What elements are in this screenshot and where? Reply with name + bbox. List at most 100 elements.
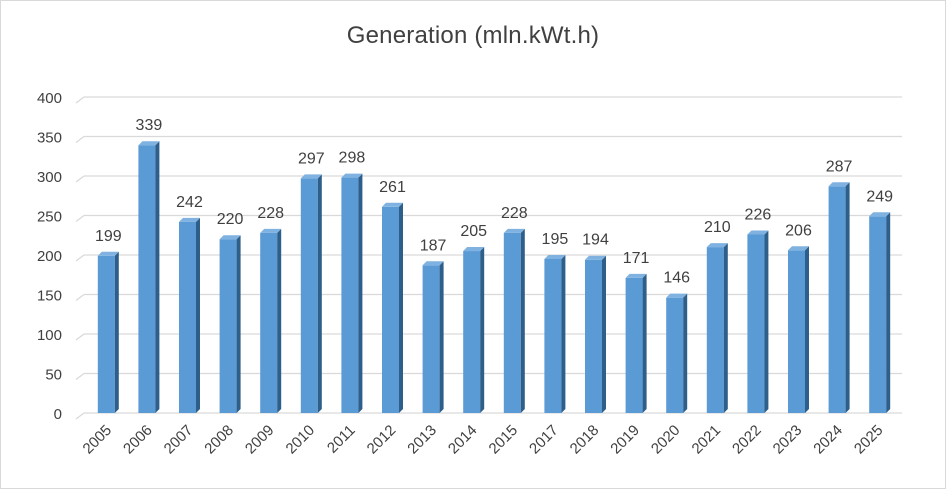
bar-top — [219, 235, 241, 240]
data-label: 228 — [257, 205, 284, 222]
bar-top — [382, 202, 403, 207]
bar-top — [97, 251, 119, 256]
bar-front — [463, 251, 481, 413]
bar — [219, 235, 241, 413]
bar-side — [805, 246, 809, 413]
bar-side — [683, 293, 688, 413]
data-label: 171 — [623, 250, 650, 267]
gridline-perspective — [75, 96, 85, 104]
data-label: 261 — [379, 179, 406, 196]
bar-front — [544, 258, 562, 413]
bar-side — [439, 261, 444, 413]
bar-top — [422, 261, 444, 266]
bar — [341, 173, 363, 413]
bar — [463, 247, 485, 413]
x-tick-label: 2006 — [120, 422, 156, 458]
bar-front — [138, 145, 156, 413]
bar-top — [544, 254, 566, 259]
bar — [585, 255, 606, 413]
bar-side — [277, 228, 282, 413]
bar-side — [886, 212, 891, 413]
bar-top — [747, 230, 769, 235]
bar — [300, 174, 322, 413]
data-label: 297 — [298, 150, 325, 167]
bar-front — [706, 247, 724, 413]
y-tick-label: 350 — [37, 130, 62, 147]
x-tick-label: 2020 — [648, 422, 684, 458]
bar-side — [236, 235, 241, 413]
bar-side — [155, 141, 160, 413]
x-tick-label: 2010 — [283, 422, 319, 458]
bar-top — [138, 141, 160, 146]
bar-side — [317, 174, 322, 413]
x-tick-label: 2012 — [364, 422, 400, 458]
x-tick-label: 2021 — [689, 422, 725, 458]
bar-side — [358, 173, 363, 413]
data-label: 339 — [136, 117, 163, 134]
data-label: 220 — [217, 211, 244, 228]
bar-front — [219, 239, 237, 413]
bar-front — [625, 277, 643, 413]
y-tick-label: 150 — [37, 288, 62, 305]
bar-side — [845, 182, 850, 413]
x-tick-label: 2015 — [486, 422, 522, 458]
y-tick-label: 0 — [54, 406, 62, 423]
bar-side — [114, 251, 119, 413]
bar-side — [723, 243, 728, 413]
bar — [382, 202, 403, 413]
bar — [179, 217, 200, 413]
data-label: 210 — [704, 219, 731, 236]
bar — [422, 261, 444, 413]
x-tick-label: 2007 — [161, 422, 197, 458]
gridline-perspective — [75, 254, 85, 262]
bar-side — [764, 230, 769, 413]
x-tick-label: 2022 — [729, 422, 765, 458]
x-tick-label: 2005 — [80, 422, 116, 458]
data-label: 146 — [663, 270, 690, 287]
bar-side — [196, 217, 200, 413]
x-tick-label: 2023 — [770, 422, 806, 458]
bar — [503, 228, 525, 413]
bar-top — [706, 243, 728, 248]
x-tick-label: 2025 — [851, 422, 887, 458]
x-tick-label: 2018 — [567, 422, 603, 458]
x-tick-label: 2011 — [324, 422, 359, 457]
gridline-perspective — [75, 136, 85, 143]
gridline-perspective — [75, 175, 85, 183]
bar-top — [503, 228, 525, 233]
bar — [788, 246, 809, 413]
bar-top — [260, 228, 282, 233]
bar-front — [341, 177, 359, 413]
bar-front — [260, 232, 278, 413]
data-label: 194 — [582, 232, 609, 249]
data-label: 195 — [542, 231, 569, 248]
bar-top — [625, 273, 647, 278]
gridline-perspective — [75, 412, 85, 420]
bar-front — [788, 250, 805, 413]
x-tick-label: 2014 — [445, 422, 481, 458]
data-label: 199 — [95, 228, 122, 245]
bar-front — [828, 186, 846, 413]
x-tick-label: 2019 — [607, 422, 643, 458]
bar-front — [503, 232, 521, 413]
bar-front — [869, 216, 887, 413]
bar-top — [666, 293, 688, 298]
bar — [869, 212, 891, 413]
bar — [706, 243, 728, 413]
data-label: 287 — [826, 158, 853, 175]
bar-top — [869, 212, 891, 217]
y-tick-label: 400 — [37, 90, 62, 107]
bar-front — [300, 178, 318, 413]
y-tick-label: 100 — [37, 327, 62, 344]
x-tick-label: 2013 — [404, 422, 440, 458]
bar-top — [788, 246, 809, 251]
bar-side — [520, 228, 525, 413]
bar-side — [561, 254, 566, 413]
data-label: 228 — [501, 205, 528, 222]
bar-front — [179, 221, 196, 413]
gridline-perspective — [75, 333, 85, 341]
gridline-perspective — [75, 373, 85, 380]
data-label: 249 — [866, 188, 893, 205]
bar-side — [642, 273, 647, 413]
